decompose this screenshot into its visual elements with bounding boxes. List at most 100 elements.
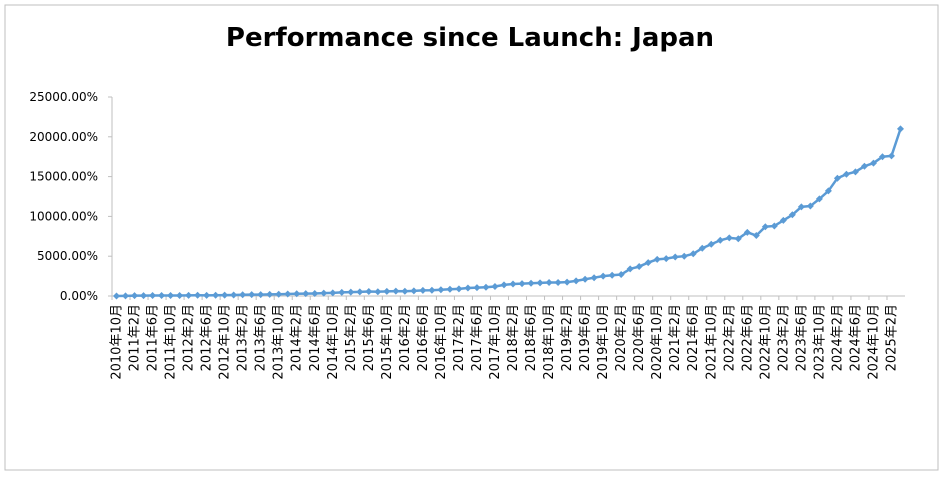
marker	[599, 272, 607, 280]
marker	[428, 286, 436, 294]
marker	[536, 279, 544, 287]
marker	[131, 292, 139, 300]
marker	[833, 174, 841, 182]
y-tick-label: 15000.00%	[29, 170, 98, 184]
x-tick-label: 2025年2月	[884, 304, 899, 371]
x-tick-label: 2023年10月	[812, 304, 827, 380]
y-tick-label: 25000.00%	[29, 90, 98, 104]
marker	[302, 290, 310, 298]
x-tick-label: 2016年10月	[434, 304, 449, 380]
marker	[851, 168, 859, 176]
x-tick-label: 2019年6月	[578, 304, 593, 371]
marker	[653, 255, 661, 263]
marker	[869, 159, 877, 167]
marker	[518, 280, 526, 288]
x-tick-label: 2011年2月	[128, 304, 143, 371]
x-tick-label: 2018年10月	[542, 304, 557, 380]
marker	[716, 236, 724, 244]
x-tick-label: 2020年10月	[650, 304, 665, 380]
x-tick-label: 2016年6月	[416, 304, 431, 371]
marker	[329, 289, 337, 297]
marker	[509, 280, 517, 288]
marker	[230, 291, 238, 299]
marker	[878, 153, 886, 161]
marker	[545, 278, 553, 286]
marker	[617, 271, 625, 279]
marker	[203, 291, 211, 299]
x-tick-label: 2023年2月	[776, 304, 791, 371]
x-tick-label: 2017年6月	[470, 304, 485, 371]
marker	[383, 287, 391, 295]
x-tick-label: 2017年2月	[452, 304, 467, 371]
marker	[248, 291, 256, 299]
x-tick-label: 2021年10月	[704, 304, 719, 380]
marker	[284, 290, 292, 298]
x-tick-label: 2021年6月	[686, 304, 701, 371]
marker	[743, 228, 751, 236]
x-tick-label: 2022年6月	[740, 304, 755, 371]
x-tick-label: 2018年2月	[506, 304, 521, 371]
marker	[311, 289, 319, 297]
x-tick-label: 2019年10月	[596, 304, 611, 380]
marker	[338, 288, 346, 296]
marker	[554, 278, 562, 286]
x-tick-label: 2022年10月	[758, 304, 773, 380]
marker	[365, 288, 373, 296]
marker	[140, 292, 148, 300]
marker	[437, 286, 445, 294]
marker	[392, 287, 400, 295]
marker	[806, 202, 814, 210]
marker	[752, 232, 760, 240]
y-tick-label: 5000.00%	[37, 249, 98, 263]
marker	[491, 282, 499, 290]
x-tick-label: 2010年10月	[110, 304, 125, 380]
marker	[842, 170, 850, 178]
marker	[275, 290, 283, 298]
x-tick-label: 2015年2月	[344, 304, 359, 371]
marker	[113, 292, 121, 300]
marker	[779, 216, 787, 224]
marker	[293, 290, 301, 298]
marker	[563, 278, 571, 286]
marker	[176, 291, 184, 299]
marker	[473, 284, 481, 292]
marker	[410, 287, 418, 295]
marker	[626, 265, 634, 273]
x-tick-label: 2013年6月	[254, 304, 269, 371]
marker	[527, 279, 535, 287]
marker	[122, 292, 130, 300]
marker	[374, 288, 382, 296]
x-tick-label: 2011年10月	[164, 304, 179, 380]
x-tick-label: 2023年6月	[794, 304, 809, 371]
marker	[239, 291, 247, 299]
x-tick-label: 2024年2月	[830, 304, 845, 371]
marker	[581, 275, 589, 283]
marker	[707, 240, 715, 248]
marker	[734, 235, 742, 243]
marker	[194, 291, 202, 299]
x-tick-label: 2011年6月	[146, 304, 161, 371]
x-tick-label: 2013年10月	[272, 304, 287, 380]
line	[116, 128, 902, 298]
x-tick-label: 2022年2月	[722, 304, 737, 371]
marker	[419, 286, 427, 294]
marker	[662, 255, 670, 263]
x-tick-label: 2013年2月	[236, 304, 251, 371]
marker	[671, 253, 679, 261]
marker	[185, 291, 193, 299]
x-tick-label: 2016年2月	[398, 304, 413, 371]
marker	[725, 234, 733, 242]
y-tick-label: 10000.00%	[29, 209, 98, 223]
marker	[167, 292, 175, 300]
x-tick-label: 2015年10月	[380, 304, 395, 380]
marker	[635, 263, 643, 271]
marker	[401, 287, 409, 295]
x-tick-label: 2012年6月	[200, 304, 215, 371]
marker	[680, 252, 688, 260]
marker	[761, 223, 769, 231]
marker	[887, 152, 895, 160]
x-tick-label: 2024年6月	[848, 304, 863, 371]
x-tick-label: 2017年10月	[488, 304, 503, 380]
marker	[698, 244, 706, 252]
